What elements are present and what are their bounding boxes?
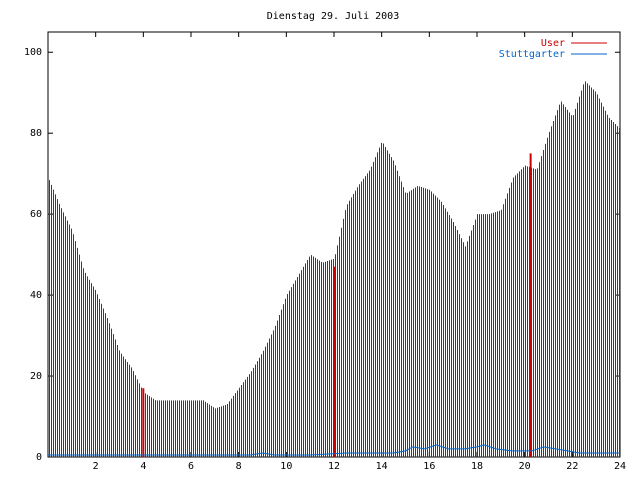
x-tick-label: 18 <box>471 461 483 472</box>
y-tick-label: 60 <box>30 209 42 220</box>
legend-label: User <box>541 38 565 49</box>
user-markers <box>142 153 532 457</box>
x-tick-label: 20 <box>519 461 531 472</box>
x-tick-label: 8 <box>236 461 242 472</box>
x-tick-label: 2 <box>93 461 99 472</box>
x-tick-label: 6 <box>188 461 194 472</box>
x-tick-label: 22 <box>566 461 578 472</box>
x-tick-label: 10 <box>280 461 292 472</box>
y-tick-label: 0 <box>36 452 42 463</box>
chart-title: Dienstag 29. Juli 2003 <box>267 11 399 22</box>
y-tick-label: 100 <box>24 47 42 58</box>
x-tick-label: 14 <box>376 461 388 472</box>
x-tick-label: 24 <box>614 461 626 472</box>
user-series <box>49 81 620 457</box>
x-tick-label: 16 <box>423 461 435 472</box>
y-tick-label: 80 <box>30 128 42 139</box>
y-tick-label: 20 <box>30 371 42 382</box>
x-tick-label: 12 <box>328 461 340 472</box>
legend-label: Stuttgarter <box>499 49 565 60</box>
stuttgarter-series <box>48 444 620 456</box>
y-tick-label: 40 <box>30 290 42 301</box>
x-tick-label: 4 <box>140 461 146 472</box>
stuttgarter-line <box>48 444 620 456</box>
